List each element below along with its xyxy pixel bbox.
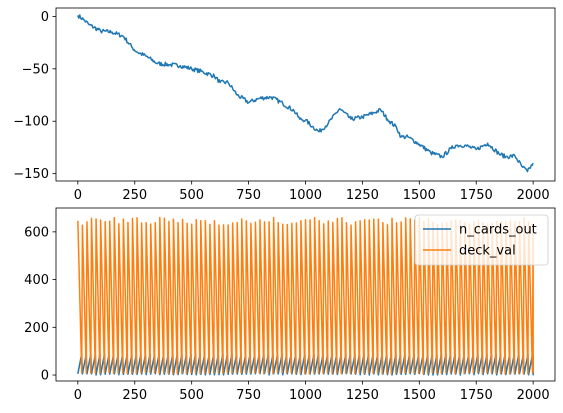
x-tick-label: 750 xyxy=(236,188,261,203)
y-tick-label: 400 xyxy=(24,273,49,288)
x-tick-label: 2000 xyxy=(517,188,550,203)
legend-label: n_cards_out xyxy=(459,223,537,238)
x-tick-label: 1000 xyxy=(289,188,322,203)
legend-label: deck_val xyxy=(459,244,516,259)
plot-frame xyxy=(55,7,556,182)
series-0-line xyxy=(77,14,534,173)
x-tick-label: 750 xyxy=(236,388,261,403)
x-tick-label: 1750 xyxy=(460,188,493,203)
x-tick-label: 1250 xyxy=(346,188,379,203)
y-tick-label: 200 xyxy=(24,321,49,336)
x-tick-label: 1500 xyxy=(403,188,436,203)
y-tick-label: −50 xyxy=(22,62,49,77)
deck-val-line xyxy=(77,216,534,375)
x-tick-label: 1500 xyxy=(403,388,436,403)
legend: n_cards_out deck_val xyxy=(414,214,549,266)
x-tick-label: 1250 xyxy=(346,388,379,403)
x-tick-label: 1750 xyxy=(460,388,493,403)
y-tick-label: −100 xyxy=(13,115,49,130)
x-tick-label: 500 xyxy=(179,388,204,403)
x-tick-label: 250 xyxy=(122,388,147,403)
y-tick-label: 0 xyxy=(41,10,49,25)
y-tick-label: 600 xyxy=(24,225,49,240)
x-tick-label: 250 xyxy=(122,188,147,203)
y-tick-label: 0 xyxy=(41,369,49,384)
x-tick-label: 0 xyxy=(74,188,82,203)
y-tick-label: −150 xyxy=(13,167,49,182)
top-line-chart: 0 250 500 750 1000 1250 1500 1750 2000 0 −50 −100 −1… xyxy=(13,7,556,203)
bottom-line-chart: 0 250 500 750 1000 1250 1500 1750 2000 0 200 400 600… xyxy=(24,207,556,403)
x-tick-label: 500 xyxy=(179,188,204,203)
x-tick-label: 1000 xyxy=(289,388,322,403)
x-tick-label: 2000 xyxy=(517,388,550,403)
x-tick-label: 0 xyxy=(74,388,82,403)
